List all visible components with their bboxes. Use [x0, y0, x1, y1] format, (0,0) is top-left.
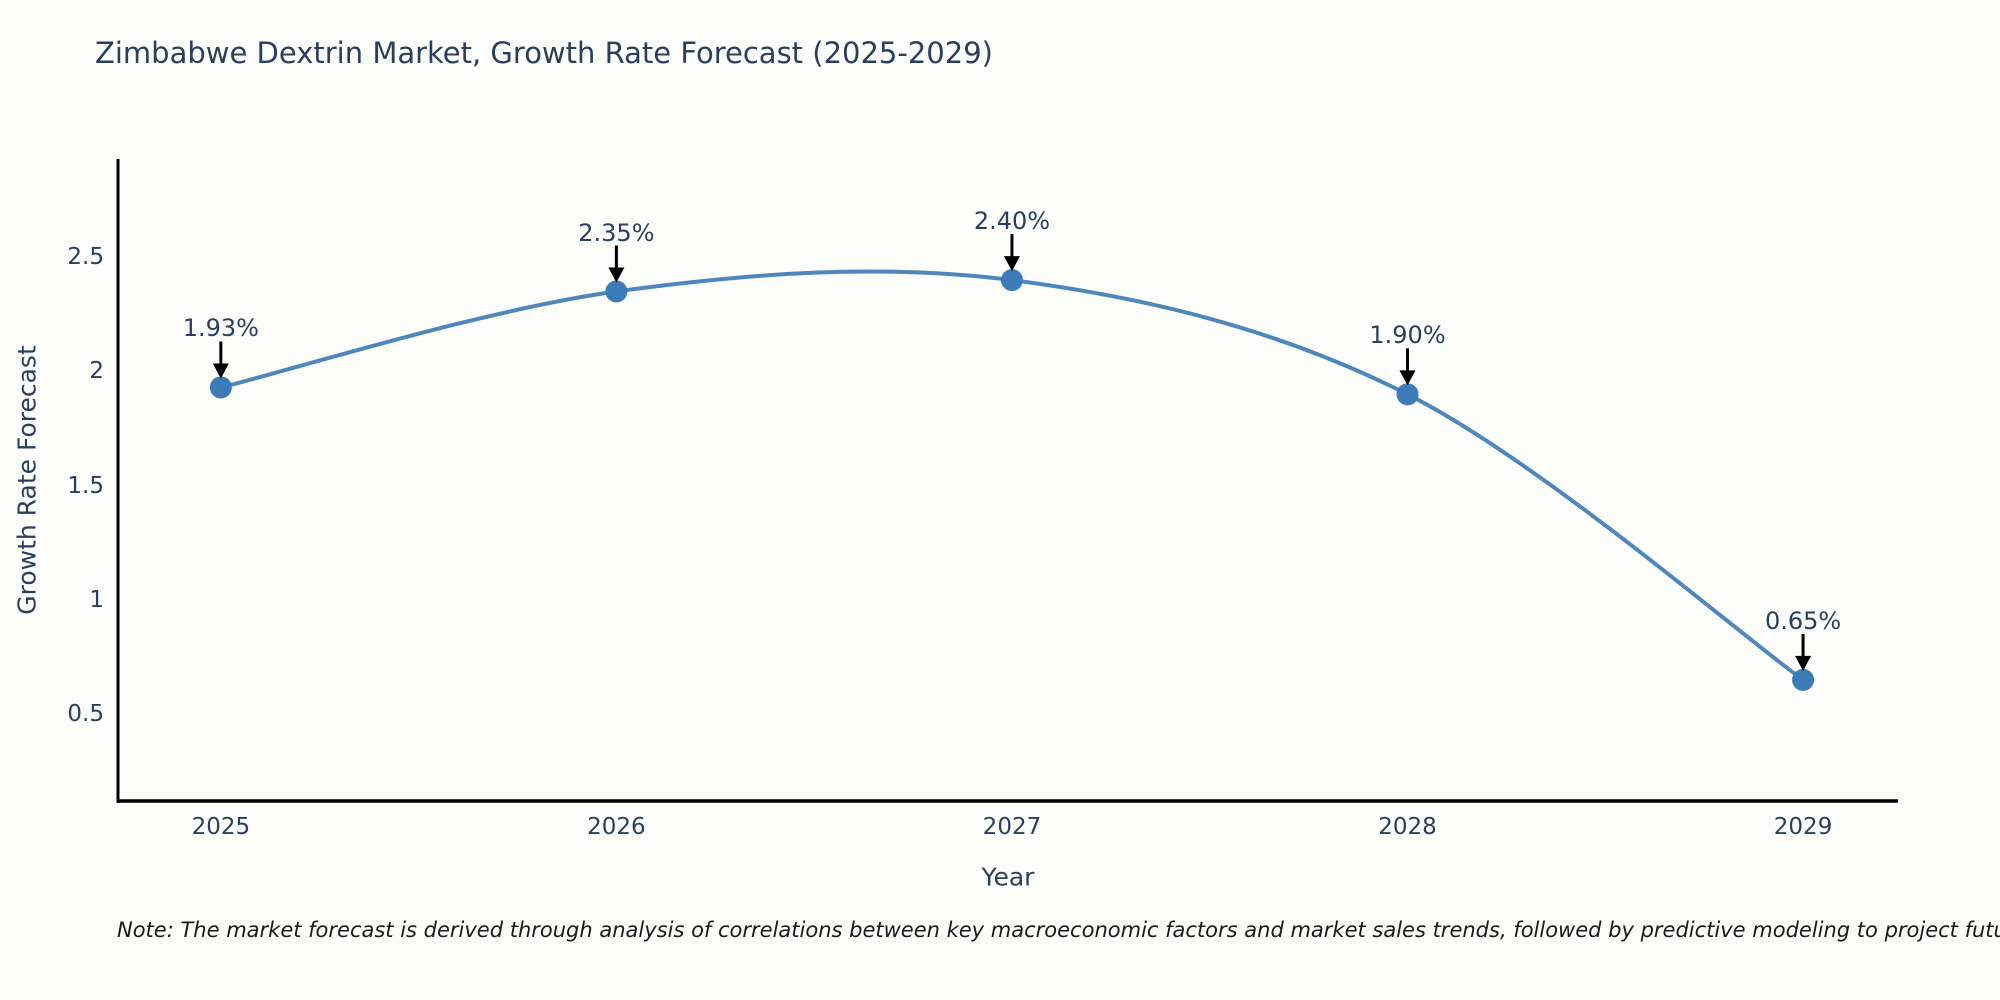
data-point-2029[interactable] — [1792, 668, 1815, 691]
x-tick-label: 2026 — [587, 814, 646, 840]
data-point-2027[interactable] — [1000, 269, 1023, 292]
point-annotation: 2.35% — [578, 218, 655, 247]
y-tick-label: 2 — [89, 358, 104, 385]
x-tick-label: 2027 — [982, 814, 1042, 840]
annotation-arrowhead — [608, 267, 625, 283]
y-tick-label: 2.5 — [67, 244, 104, 271]
annotation-arrowhead — [1795, 655, 1812, 671]
chart-title: Zimbabwe Dextrin Market, Growth Rate For… — [95, 36, 993, 70]
forecast-line — [220, 269, 1805, 682]
y-tick-label: 1 — [89, 586, 104, 613]
x-tick-label: 2028 — [1378, 814, 1437, 840]
point-annotation: 1.93% — [182, 314, 259, 343]
x-tick-label: 2029 — [1773, 814, 1833, 840]
point-annotation: 0.65% — [1764, 606, 1842, 635]
x-tick-label: 2025 — [191, 814, 251, 840]
annotation-arrowhead — [212, 363, 229, 379]
point-annotation: 1.90% — [1369, 321, 1446, 350]
data-point-2028[interactable] — [1396, 383, 1419, 406]
footnote: Note: The market forecast is derived thr… — [117, 918, 2000, 942]
point-annotation: 2.40% — [973, 207, 1051, 236]
x-axis-title: Year — [981, 862, 1035, 892]
y-tick-label: 1.5 — [67, 472, 104, 499]
annotation-arrowhead — [1399, 370, 1416, 386]
y-tick-label: 0.5 — [67, 701, 104, 728]
data-point-2025[interactable] — [209, 376, 232, 399]
annotation-arrowhead — [1003, 256, 1020, 272]
data-point-2026[interactable] — [605, 280, 628, 303]
